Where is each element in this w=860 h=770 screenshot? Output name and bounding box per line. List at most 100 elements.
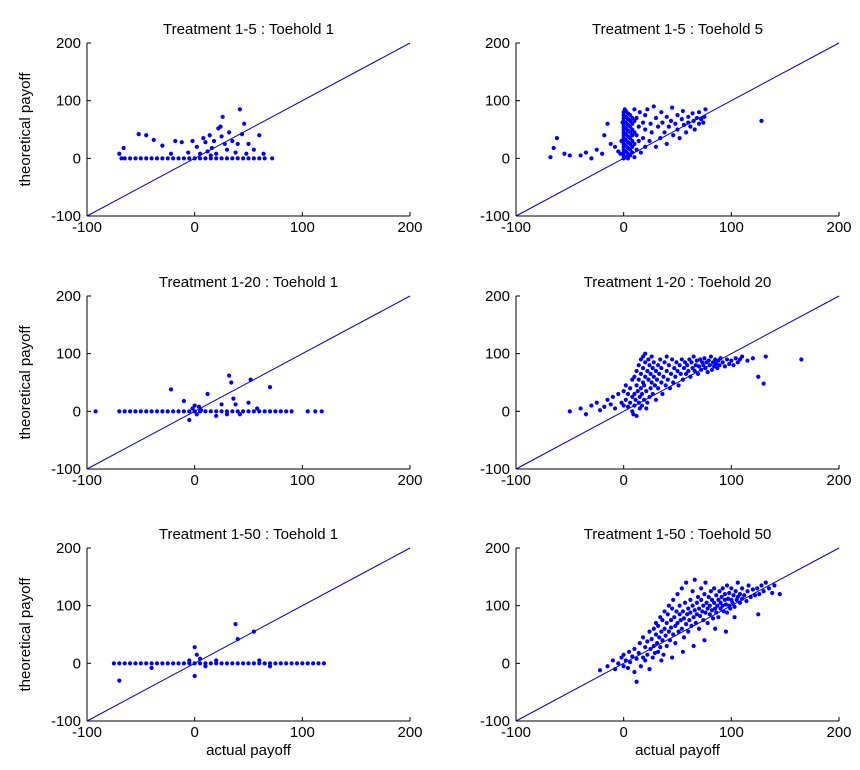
y-tick-label: 100 (56, 346, 81, 363)
data-point (679, 586, 684, 591)
data-point (712, 586, 717, 591)
data-point (632, 646, 637, 652)
data-point (628, 153, 633, 158)
data-point (248, 377, 253, 382)
data-point (651, 360, 656, 365)
data-point (728, 606, 733, 611)
data-point (262, 661, 267, 666)
data-point (208, 156, 213, 161)
data-point (686, 629, 691, 634)
data-point (230, 138, 235, 144)
data-point (643, 374, 648, 379)
data-point (181, 409, 186, 414)
data-point (241, 661, 246, 666)
data-point (661, 652, 666, 657)
data-point (625, 391, 631, 397)
data-point (702, 592, 707, 597)
data-point (133, 409, 138, 414)
data-point (665, 377, 670, 382)
data-point (772, 583, 777, 588)
data-point (644, 389, 649, 394)
data-point (605, 397, 610, 402)
data-point (127, 156, 133, 161)
data-point (700, 609, 705, 614)
data-point (121, 145, 126, 151)
data-point (668, 371, 674, 376)
data-point (701, 617, 706, 623)
data-point (756, 374, 761, 379)
data-point (707, 363, 712, 368)
reference-line (515, 295, 840, 470)
data-point (695, 594, 701, 600)
data-point (144, 133, 149, 138)
data-point (706, 358, 711, 363)
data-point (718, 600, 723, 605)
data-point (634, 147, 639, 152)
y-axis-label: theoretical payoff (17, 72, 34, 187)
data-point (740, 354, 745, 359)
panel-title: Treatment 1-20 : Toehold 1 (159, 274, 338, 291)
data-point (562, 151, 567, 156)
data-point (643, 658, 648, 663)
data-point (628, 112, 633, 118)
data-point (750, 587, 755, 592)
data-point (630, 121, 635, 126)
data-point (230, 661, 235, 666)
data-point (726, 596, 731, 601)
data-point (619, 400, 624, 405)
data-point (680, 649, 685, 654)
data-point (171, 409, 176, 414)
data-point (127, 661, 133, 666)
data-point (670, 357, 675, 362)
data-point (722, 597, 727, 603)
data-point (667, 386, 673, 391)
data-point (208, 153, 213, 158)
data-point (696, 626, 702, 631)
data-point (687, 617, 692, 623)
data-point (666, 363, 671, 368)
data-point (709, 608, 715, 613)
data-point (224, 661, 230, 666)
data-point (681, 616, 687, 621)
data-point (632, 403, 637, 408)
data-point (192, 409, 197, 414)
data-point (251, 147, 256, 152)
reference-line (86, 295, 411, 470)
data-point (257, 409, 262, 414)
data-point (686, 368, 691, 374)
data-point (699, 117, 704, 122)
data-point (645, 639, 650, 644)
data-point (759, 583, 764, 588)
data-point (676, 383, 681, 388)
data-point (680, 108, 685, 114)
data-point (602, 133, 607, 138)
data-point (237, 412, 242, 417)
data-point (122, 156, 127, 161)
data-point (151, 137, 156, 142)
data-point (682, 360, 688, 365)
data-point (638, 357, 643, 362)
reference-line (86, 42, 411, 217)
data-point (674, 360, 679, 365)
data-point (664, 141, 669, 147)
data-point (273, 409, 278, 414)
data-point (724, 610, 730, 615)
data-point (305, 409, 310, 414)
data-point (194, 412, 199, 417)
data-point (628, 386, 633, 391)
data-point (696, 364, 702, 369)
data-point (181, 398, 186, 404)
data-point (653, 632, 659, 637)
data-point (636, 363, 641, 368)
data-point (752, 593, 758, 598)
data-point (237, 107, 242, 112)
y-tick-label: 0 (502, 150, 510, 167)
reference-line (86, 547, 411, 722)
data-point (214, 409, 219, 414)
data-point (673, 623, 678, 628)
reference-line (515, 547, 840, 722)
data-point (668, 625, 674, 630)
data-point (284, 409, 289, 414)
data-point (633, 397, 638, 402)
y-axis-label: theoretical payoff (17, 577, 34, 692)
